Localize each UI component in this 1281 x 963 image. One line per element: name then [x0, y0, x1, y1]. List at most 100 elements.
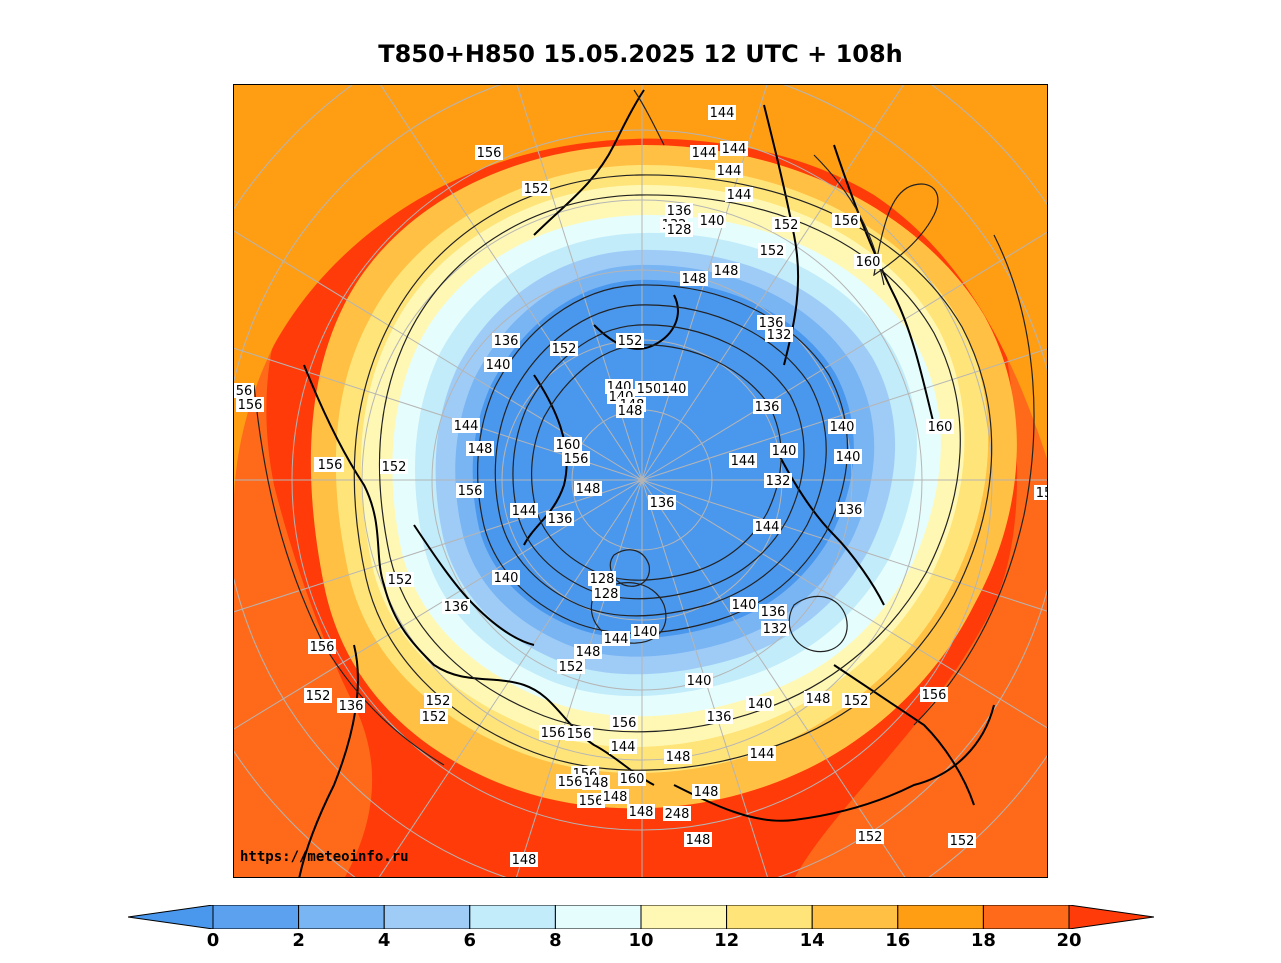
contour-label-text: 156	[310, 640, 335, 655]
contour-label: 160	[554, 437, 582, 453]
contour-label: 152	[557, 659, 585, 675]
contour-label-text: 248	[665, 807, 690, 822]
contour-label-text: 15	[1036, 486, 1048, 501]
contour-label: 144	[748, 746, 776, 762]
contour-label-text: 148	[714, 264, 739, 279]
contour-label-text: 148	[584, 776, 609, 791]
contour-label: 144	[715, 163, 743, 179]
contour-label: 148	[582, 775, 610, 791]
contour-label: 140	[484, 357, 512, 373]
contour-label: 15	[1034, 485, 1048, 501]
contour-label-text: 152	[858, 830, 883, 845]
contour-label-text: 152	[422, 710, 447, 725]
contour-label: 56	[234, 383, 254, 399]
contour-label: 144	[452, 418, 480, 434]
contour-label-text: 144	[717, 164, 742, 179]
contour-label-text: 160	[928, 420, 953, 435]
contour-label: 148	[804, 691, 832, 707]
colorbar-segment	[640, 905, 728, 929]
contour-label-text: 148	[682, 272, 707, 287]
colorbar-extend-low	[128, 905, 214, 929]
contour-label-text: 144	[727, 188, 752, 203]
colorbar-tick-label: 10	[628, 930, 654, 951]
contour-label: 156	[832, 213, 860, 229]
contour-label: 156	[236, 397, 264, 413]
contour-label-text: 132	[767, 328, 792, 343]
contour-label: 148	[616, 403, 644, 419]
contour-label: 136	[665, 203, 693, 219]
contour-label-text: 144	[750, 747, 775, 762]
contour-label-text: 152	[774, 218, 799, 233]
contour-label: 156	[316, 457, 344, 473]
contour-label-text: 140	[772, 444, 797, 459]
colorbar-tick-label: 8	[549, 930, 562, 951]
contour-label-text: 152	[559, 660, 584, 675]
contour-label: 144	[609, 739, 637, 755]
contour-label-text: 136	[761, 605, 786, 620]
contour-label: 136	[836, 502, 864, 518]
contour-label-text: 148	[666, 750, 691, 765]
contour-label-text: 140	[633, 625, 658, 640]
contour-label-text: 160	[556, 438, 581, 453]
contour-label-text: 144	[710, 106, 735, 121]
contour-label-text: 136	[707, 710, 732, 725]
contour-label-text: 136	[339, 699, 364, 714]
contour-label-text: 152	[524, 182, 549, 197]
contour-label: 160	[854, 254, 882, 270]
contour-label-text: 140	[662, 382, 687, 397]
contour-label: 148	[692, 784, 720, 800]
isolines	[253, 89, 1035, 771]
contour-label: 152	[842, 693, 870, 709]
contour-label-text: 152	[552, 342, 577, 357]
contour-label: 128	[592, 586, 620, 602]
colorbar-segment	[383, 905, 471, 929]
contour-label-text: 160	[620, 772, 645, 787]
colorbar-tick-label: 4	[377, 930, 391, 951]
contour-label-text: 144	[454, 419, 479, 434]
contour-label-text: 144	[722, 142, 747, 157]
contour-label: 156	[565, 726, 593, 742]
contour-label-text: 140	[700, 214, 725, 229]
contour-label: 156	[920, 687, 948, 703]
contour-label: 156	[456, 483, 484, 499]
colorbar-segment	[982, 905, 1070, 929]
contour-label-text: 136	[755, 400, 780, 415]
contour-label-text: 148	[686, 833, 711, 848]
contour-label: 136	[759, 604, 787, 620]
contour-label-text: 144	[692, 146, 717, 161]
contour-label: 156	[556, 774, 584, 790]
contour-label-text: 140	[494, 571, 519, 586]
contour-label-text: 152	[618, 334, 643, 349]
contour-label: 136	[546, 511, 574, 527]
contour-label: 140	[492, 570, 520, 586]
colorbar-labels: 0 2 4 6 8 10 12 14 16 18 20	[0, 930, 1281, 954]
colorbar-tick-label: 16	[885, 930, 911, 951]
contour-label: 144	[708, 105, 736, 121]
contour-label-text: 152	[760, 244, 785, 259]
colorbar-segment	[469, 905, 556, 929]
colorbar	[128, 905, 1154, 929]
contour-label: 144	[602, 631, 630, 647]
contour-label: 140	[828, 419, 856, 435]
contour-label: 148	[712, 263, 740, 279]
contour-label-text: 140	[830, 420, 855, 435]
contour-label: 132	[764, 473, 792, 489]
contour-label-text: 144	[512, 504, 537, 519]
contour-label: 152	[304, 688, 332, 704]
contour-label: 152	[420, 709, 448, 725]
watermark: https://meteoinfo.ru	[240, 849, 409, 865]
contour-label: 148	[574, 644, 602, 660]
contour-label-text: 148	[576, 645, 601, 660]
contour-label: 128	[588, 571, 616, 587]
contour-label: 148	[680, 271, 708, 287]
contour-label-text: 144	[755, 520, 780, 535]
contour-label: 152	[386, 572, 414, 588]
contour-label: 140	[730, 597, 758, 613]
contour-label-text: 136	[667, 204, 692, 219]
contour-label-text: 148	[618, 404, 643, 419]
contour-label-text: 156	[564, 452, 589, 467]
colorbar-tick-label: 14	[799, 930, 825, 951]
contour-label: 140	[834, 449, 862, 465]
contour-label: 128	[665, 222, 693, 238]
contour-label: 144	[690, 145, 718, 161]
